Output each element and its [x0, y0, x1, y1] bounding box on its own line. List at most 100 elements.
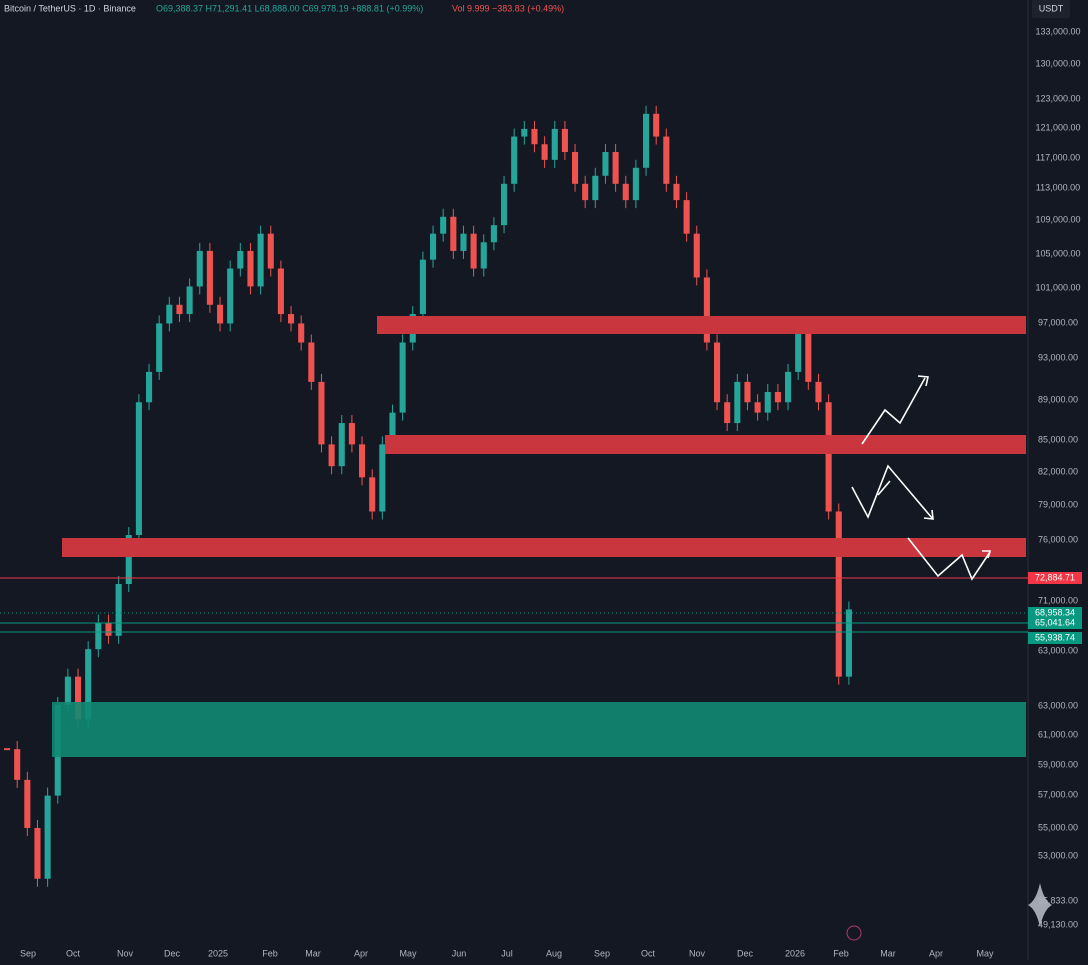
- time-label: Oct: [66, 948, 81, 958]
- candle: [592, 175, 599, 201]
- candle: [14, 749, 21, 780]
- candle: [227, 268, 234, 324]
- price-label: 113,000.00: [1036, 182, 1080, 192]
- price-label: 85,000.00: [1038, 434, 1078, 444]
- price-label: 123,000.00: [1035, 93, 1080, 103]
- candle: [399, 342, 406, 413]
- candle: [156, 323, 163, 372]
- candle: [186, 286, 193, 315]
- candle: [430, 233, 437, 260]
- candle: [632, 167, 639, 201]
- time-label: Feb: [262, 948, 278, 958]
- currency[interactable]: USDT: [1039, 3, 1064, 13]
- candle: [845, 609, 852, 677]
- resistance-zone: [62, 538, 1026, 557]
- candle: [328, 444, 335, 467]
- price-label: 82,000.00: [1038, 466, 1078, 476]
- candle: [298, 323, 305, 343]
- candle: [217, 304, 224, 324]
- time-label: 2026: [785, 948, 805, 958]
- arrow: [877, 480, 891, 496]
- candle: [480, 242, 487, 269]
- candle: [75, 676, 82, 720]
- candle: [196, 250, 203, 287]
- price-tag-text: 68,958.34: [1035, 607, 1075, 617]
- candle: [34, 827, 41, 879]
- candle: [673, 183, 680, 201]
- ohlc: O69,388.37 H71,291.41 L68,888.00 C69,978…: [156, 3, 423, 13]
- price-label: 53,000.00: [1038, 850, 1078, 860]
- candle: [663, 136, 670, 184]
- price-label: 61,000.00: [1038, 729, 1078, 739]
- candle: [369, 477, 376, 512]
- price-label: 55,000.00: [1038, 822, 1078, 832]
- candle: [105, 622, 112, 636]
- candle: [653, 113, 660, 137]
- time-label: Sep: [594, 948, 610, 958]
- candle: [541, 144, 548, 160]
- candle: [785, 371, 792, 403]
- candle: [815, 381, 822, 403]
- candle: [724, 402, 731, 424]
- candle: [622, 183, 629, 201]
- price-label: 49,130.00: [1038, 919, 1078, 929]
- candle: [24, 779, 31, 828]
- currency-box[interactable]: [1032, 0, 1070, 18]
- candle: [247, 250, 254, 287]
- price-label: 63,000.00: [1038, 645, 1078, 655]
- price-label: 76,000.00: [1038, 534, 1078, 544]
- price-tag-text: 65,041.64: [1035, 617, 1075, 627]
- candle: [460, 233, 467, 251]
- time-label: Nov: [689, 948, 706, 958]
- time-label: Jun: [452, 948, 467, 958]
- candle: [338, 423, 345, 467]
- arrow-head: [923, 509, 934, 520]
- resistance-zone: [385, 435, 1026, 454]
- candle: [115, 584, 122, 636]
- candle: [176, 304, 183, 315]
- candle: [774, 392, 781, 403]
- price-label: 63,000.00: [1038, 700, 1078, 710]
- candle: [693, 233, 700, 278]
- candle: [714, 342, 721, 403]
- price-label: 101,000.00: [1035, 282, 1080, 292]
- candle: [389, 412, 396, 445]
- arrow: [851, 464, 933, 519]
- time-label: Mar: [880, 948, 896, 958]
- price-tag-text: 55,938.74: [1035, 632, 1075, 642]
- arrow-head: [982, 550, 992, 559]
- candle: [64, 676, 71, 705]
- event-icon[interactable]: [846, 925, 862, 941]
- symbol: Bitcoin / TetherUS · 1D · Binance: [4, 3, 136, 13]
- time-label: 2025: [208, 948, 228, 958]
- watermark: [1028, 883, 1052, 927]
- price-label: 97,000.00: [1038, 317, 1078, 327]
- candle: [703, 277, 710, 343]
- candle: [450, 216, 457, 251]
- candle: [277, 268, 284, 315]
- candle: [257, 233, 264, 287]
- candle: [572, 152, 579, 184]
- candle: [318, 381, 325, 445]
- candle: [521, 128, 528, 137]
- price-label: 57,000.00: [1038, 789, 1078, 799]
- time-label: Oct: [641, 948, 656, 958]
- price-tag: [1028, 572, 1082, 584]
- volume: Vol 9.999 −383.83 (+0.49%): [452, 3, 564, 13]
- candle: [582, 183, 589, 201]
- time-label: Sep: [20, 948, 36, 958]
- time-label: May: [399, 948, 417, 958]
- time-label: Dec: [737, 948, 754, 958]
- candle: [501, 183, 508, 226]
- price-label: 79,000.00: [1038, 499, 1078, 509]
- candle: [44, 795, 51, 879]
- candle: [267, 233, 274, 269]
- candle: [166, 304, 173, 324]
- candle: [125, 535, 132, 585]
- arrow: [907, 537, 991, 581]
- candle: [348, 423, 355, 445]
- time-label: Dec: [164, 948, 181, 958]
- candle: [551, 128, 558, 160]
